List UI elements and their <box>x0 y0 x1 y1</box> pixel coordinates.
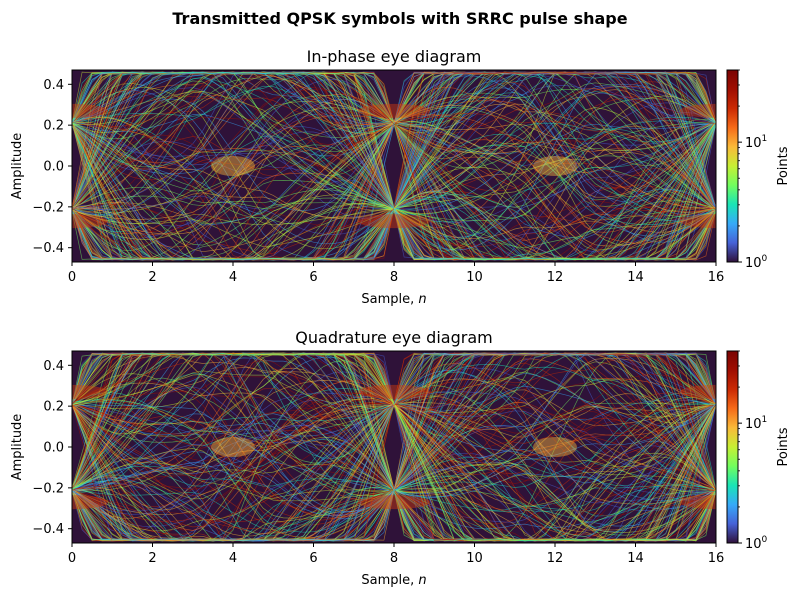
eye-trace <box>72 362 716 542</box>
y-tick-label: 0.4 <box>43 359 64 374</box>
x-tick-label: 2 <box>148 270 156 285</box>
y-axis-label: Amplitude <box>10 133 25 200</box>
colorbar-label: Points <box>776 146 791 185</box>
x-axis-label-variable: n <box>418 292 426 307</box>
eye-trace <box>72 151 716 239</box>
colorbar-tick-label: 100 <box>745 535 768 552</box>
x-axis-label: Sample, n <box>361 573 426 588</box>
density-band <box>680 495 716 510</box>
crossing-density <box>533 437 577 457</box>
y-tick-label: −0.4 <box>32 241 64 256</box>
y-axis-ticks: −0.4 −0.2 0.0 0.2 0.4 <box>32 78 72 256</box>
x-tick-label: 6 <box>309 270 317 285</box>
x-axis-label-text: Sample, <box>361 573 418 588</box>
x-axis-ticks: 0 2 4 6 8 10 12 14 16 <box>68 543 724 566</box>
density-band <box>680 214 716 229</box>
y-tick-label: −0.2 <box>32 481 64 496</box>
figure-title: Transmitted QPSK symbols with SRRC pulse… <box>172 9 627 28</box>
x-tick-label: 10 <box>466 551 483 566</box>
x-axis-label-variable: n <box>418 573 426 588</box>
x-tick-label: 4 <box>229 551 237 566</box>
colorbar-tick-base: 10 <box>745 537 762 552</box>
y-tick-label: 0.4 <box>43 78 64 93</box>
x-tick-label: 12 <box>547 551 564 566</box>
y-tick-label: 0.2 <box>43 119 64 134</box>
eye-trace <box>72 352 716 542</box>
colorbar <box>726 350 739 544</box>
panel-quadrature: Quadrature eye diagram 0 2 4 6 8 10 12 14 16 −0.… <box>10 328 791 588</box>
x-tick-label: 2 <box>148 551 156 566</box>
density-band <box>680 384 716 399</box>
density-band <box>72 103 108 118</box>
density-band <box>358 384 430 399</box>
colorbar-tick-exponent: 1 <box>762 134 768 144</box>
x-tick-label: 12 <box>547 270 564 285</box>
y-tick-label: 0.0 <box>43 441 64 456</box>
colorbar-tick-base: 10 <box>745 256 762 271</box>
panel-title: In-phase eye diagram <box>307 47 482 66</box>
crossing-density <box>211 156 255 176</box>
colorbar <box>726 69 739 263</box>
x-axis-label-text: Sample, <box>361 292 418 307</box>
eye-trace <box>72 352 716 492</box>
eye-traces <box>72 352 716 542</box>
y-tick-label: 0.2 <box>43 400 64 415</box>
colorbar-tick-label: 101 <box>745 415 767 432</box>
eye-trace <box>72 105 716 253</box>
y-tick-label: −0.4 <box>32 522 64 537</box>
x-tick-label: 6 <box>309 551 317 566</box>
density-band <box>358 495 430 510</box>
eye-trace <box>72 75 716 209</box>
density-band <box>72 384 108 399</box>
x-tick-label: 10 <box>466 270 483 285</box>
colorbar-tick-exponent: 0 <box>762 535 768 545</box>
x-axis-label: Sample, n <box>361 292 426 307</box>
y-tick-label: −0.2 <box>32 200 64 215</box>
x-axis-ticks: 0 2 4 6 8 10 12 14 16 <box>68 262 724 285</box>
y-axis-ticks: −0.4 −0.2 0.0 0.2 0.4 <box>32 359 72 537</box>
eye-trace <box>72 71 716 261</box>
colorbar-tick-exponent: 1 <box>762 415 768 425</box>
x-tick-label: 16 <box>708 270 725 285</box>
colorbar-tick-label: 100 <box>745 254 768 271</box>
x-tick-label: 4 <box>229 270 237 285</box>
density-band <box>358 214 430 229</box>
y-tick-label: 0.0 <box>43 160 64 175</box>
eye-trace <box>72 121 716 261</box>
y-axis-label: Amplitude <box>10 414 25 481</box>
x-tick-label: 14 <box>627 551 644 566</box>
crossing-density <box>533 156 577 176</box>
density-band <box>680 103 716 118</box>
panel-in-phase: In-phase eye diagram 0 2 4 6 8 10 12 14 16 −0.4−… <box>10 47 791 307</box>
colorbar-tick-exponent: 0 <box>762 254 768 264</box>
x-tick-label: 14 <box>627 270 644 285</box>
x-tick-label: 0 <box>68 551 76 566</box>
colorbar-tick-base: 10 <box>745 136 762 151</box>
density-band <box>358 103 430 118</box>
crossing-density <box>211 437 255 457</box>
density-band <box>72 495 108 510</box>
x-tick-label: 16 <box>708 551 725 566</box>
eye-traces <box>72 71 716 261</box>
colorbar-tick-label: 101 <box>745 134 767 151</box>
density-band <box>72 214 108 229</box>
x-tick-label: 0 <box>68 270 76 285</box>
eye-trace <box>72 71 716 251</box>
colorbar-label: Points <box>776 427 791 466</box>
x-tick-label: 8 <box>390 270 398 285</box>
x-tick-label: 8 <box>390 551 398 566</box>
colorbar-tick-base: 10 <box>745 417 762 432</box>
eye-trace <box>72 353 716 542</box>
eye-trace <box>72 352 716 542</box>
eye-trace <box>72 75 716 261</box>
panel-title: Quadrature eye diagram <box>295 328 492 347</box>
